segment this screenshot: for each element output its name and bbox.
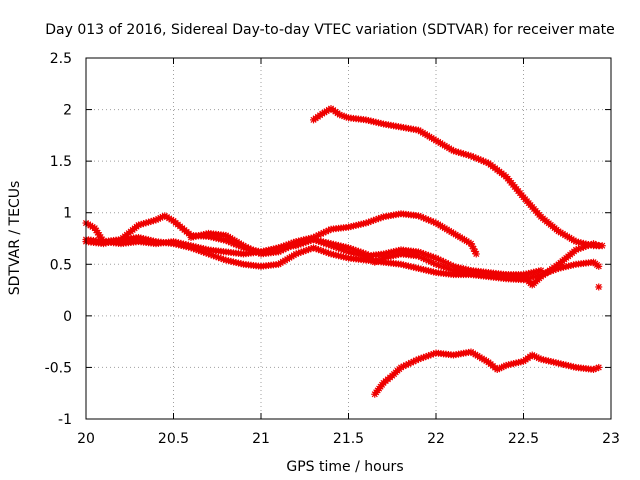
data-point [417, 213, 425, 221]
y-tick-label: 0.5 [50, 257, 72, 273]
x-tick-label: 20 [77, 431, 95, 447]
x-tick-label: 22 [427, 431, 445, 447]
data-point [595, 262, 603, 270]
y-tick-label: 1.5 [50, 154, 72, 170]
x-tick-label: 21.5 [333, 431, 364, 447]
y-tick-label: 2 [63, 103, 72, 119]
y-tick-label: -1 [58, 412, 72, 428]
data-point [430, 218, 437, 226]
data-point [472, 250, 480, 258]
data-point [598, 242, 606, 250]
y-tick-label: 1 [63, 206, 72, 222]
data-point [595, 363, 603, 371]
data-point [595, 283, 603, 291]
y-tick-label: 2.5 [50, 51, 72, 67]
data-marks [82, 105, 606, 398]
x-tick-label: 23 [602, 431, 620, 447]
data-point [285, 243, 292, 251]
x-tick-label: 20.5 [158, 431, 189, 447]
grid-layer [86, 58, 611, 419]
data-point [537, 266, 545, 274]
chart-title: Day 013 of 2016, Sidereal Day-to-day VTE… [45, 22, 615, 38]
y-tick-label: 0 [63, 309, 72, 325]
y-axis-label: SDTVAR / TECUs [7, 181, 23, 296]
axis-ticks: 20 20.5 21 21.5 22 22.5 232.521.510.50-0.5-1 [45, 51, 620, 447]
x-tick-label: 21 [252, 431, 270, 447]
x-tick-label: 22.5 [508, 431, 539, 447]
data-point [422, 353, 430, 361]
data-point [467, 240, 475, 248]
x-axis-label: GPS time / hours [286, 459, 403, 475]
y-tick-label: -0.5 [45, 360, 72, 376]
